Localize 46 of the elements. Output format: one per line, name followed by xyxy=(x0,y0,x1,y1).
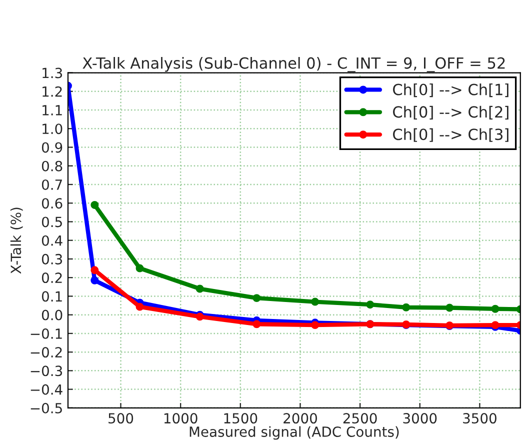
y-tick-label: 0.2 xyxy=(42,272,62,284)
y-tick-label: −0.3 xyxy=(30,366,62,376)
x-tick-label: 3000 xyxy=(403,413,437,424)
y-tick-label: 0.4 xyxy=(42,235,62,246)
y-tick-label: 0.8 xyxy=(42,160,62,172)
point xyxy=(196,284,204,293)
y-tick-label: 1.3 xyxy=(42,68,62,78)
y-tick-label: 0.7 xyxy=(42,179,62,190)
y-tick-label: 0.3 xyxy=(42,254,62,264)
x-axis-title: Measured signal (ADC Counts) xyxy=(190,426,399,440)
legend-label: Ch[0] --> Ch[1] xyxy=(393,83,508,98)
x-tick-label: 1000 xyxy=(164,413,198,424)
y-tick-label: −0.2 xyxy=(30,347,62,358)
point xyxy=(311,298,320,306)
y-tick-label: −0.1 xyxy=(30,328,62,339)
y-tick-label: 0.1 xyxy=(42,291,62,302)
point xyxy=(90,276,99,284)
y-tick-label: 0.9 xyxy=(42,142,62,153)
y-tick-label: 0.0 xyxy=(42,310,62,320)
point xyxy=(136,302,144,311)
point xyxy=(90,200,99,209)
y-tick-label: −0.5 xyxy=(30,402,62,414)
y-tick-label: 1.0 xyxy=(42,124,62,134)
y-tick-label: 0.5 xyxy=(42,216,62,228)
y-axis-title: X-Talk (%) xyxy=(10,208,23,274)
x-tick-label: 2500 xyxy=(343,413,377,424)
y-tick-label: −0.4 xyxy=(30,384,62,395)
x-tick-label: 1500 xyxy=(224,413,258,424)
x-tick-label: 3500 xyxy=(463,413,496,424)
legend-label: Ch[0] --> Ch[2] xyxy=(393,106,508,120)
point xyxy=(136,264,144,272)
y-tick-label: 1.2 xyxy=(42,86,62,97)
point xyxy=(252,320,261,328)
point xyxy=(366,300,374,309)
point xyxy=(402,303,410,312)
y-tick-label: 0.6 xyxy=(42,198,62,209)
point xyxy=(252,294,261,302)
legend-label: Ch[0] --> Ch[3] xyxy=(393,128,508,142)
x-tick-label: 2000 xyxy=(284,413,317,424)
point xyxy=(311,321,320,330)
y-tick-label: 1.1 xyxy=(42,105,62,116)
x-tick-label: 500 xyxy=(108,413,134,424)
point xyxy=(491,304,500,313)
chart-title: X-Talk Analysis (Sub-Channel 0) - C_INT = 9, I_OFF = 52 xyxy=(82,56,505,72)
point xyxy=(446,304,454,312)
point xyxy=(90,266,99,274)
